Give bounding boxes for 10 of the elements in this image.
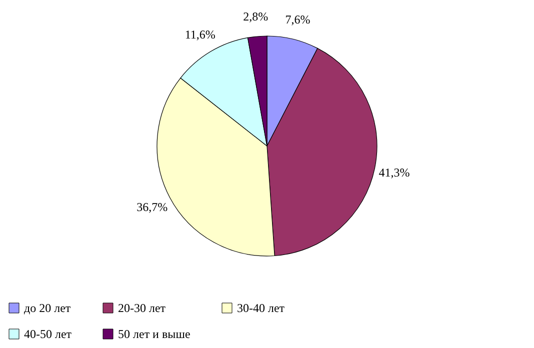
legend-label: 50 лет и выше	[118, 327, 190, 341]
data-label: 41,3%	[378, 165, 410, 180]
data-label: 2,8%	[243, 10, 268, 24]
data-label: 7,6%	[285, 12, 310, 27]
legend-label: 40-50 лет	[24, 327, 72, 341]
legend-label: 30-40 лет	[237, 301, 286, 315]
data-label: 36,7%	[136, 200, 168, 214]
legend-label: до 20 лет	[24, 301, 72, 315]
data-label: 11,6%	[184, 28, 216, 42]
legend-label: 20-30 лет	[118, 301, 166, 315]
